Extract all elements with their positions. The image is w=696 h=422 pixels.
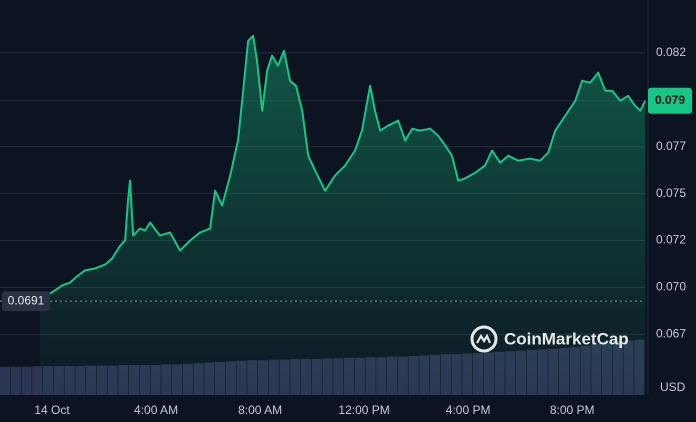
volume-bar xyxy=(32,366,43,395)
y-tick-label: 0.070 xyxy=(656,280,686,294)
open-price-label: 0.0691 xyxy=(8,293,45,307)
watermark: CoinMarketCap xyxy=(470,325,629,353)
price-badge xyxy=(648,87,692,114)
open-price-box xyxy=(2,291,50,312)
x-tick-label: 8:00 PM xyxy=(550,403,595,417)
volume-bar xyxy=(10,366,21,395)
logo xyxy=(470,325,498,353)
x-tick-label: 8:00 AM xyxy=(238,403,282,417)
price-line xyxy=(39,34,647,302)
y-tick-label: 0.075 xyxy=(656,186,686,200)
x-tick-label: 4:00 AM xyxy=(134,403,178,417)
y-tick-label: 0.077 xyxy=(656,139,686,153)
y-tick-label: 0.067 xyxy=(656,327,686,341)
plot xyxy=(0,34,647,396)
y-tick-label: 0.082 xyxy=(656,45,686,59)
price-badge-label: 0.079 xyxy=(655,93,685,107)
volume-bar xyxy=(0,366,11,395)
volume-bar xyxy=(21,366,32,395)
labels: 0.067 0.070 0.072 0.075 0.077 0.082 14 Oct 4:00… xyxy=(2,45,692,417)
y-tick-label: 0.072 xyxy=(656,233,686,247)
logo-mark xyxy=(476,333,492,344)
area-fill xyxy=(40,35,646,396)
watermark-text: CoinMarketCap xyxy=(504,329,629,348)
x-tick-label: 14 Oct xyxy=(34,403,70,417)
x-tick-label: 12:00 PM xyxy=(338,403,389,417)
x-tick-label: 4:00 PM xyxy=(446,403,491,417)
currency-label: USD xyxy=(660,380,686,394)
